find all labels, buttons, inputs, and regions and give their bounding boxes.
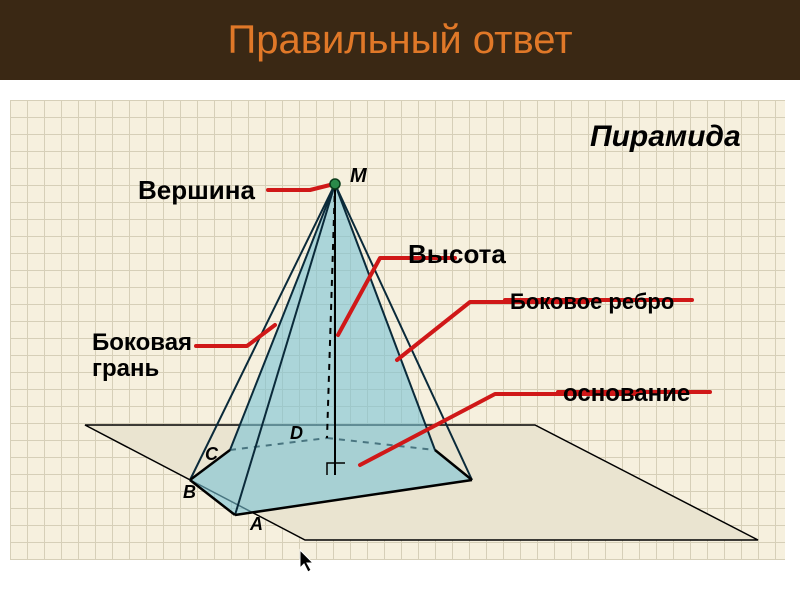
callout-label: Высота — [408, 240, 506, 269]
slide-title: Правильный ответ — [227, 18, 572, 63]
slide-header: Правильный ответ — [0, 0, 800, 80]
diagram-title: Пирамида — [590, 120, 741, 154]
diagram-area: ABCD Пирамида М ВершинаВысотаБоковое реб… — [0, 80, 800, 600]
callout-label: основание — [563, 381, 690, 407]
callout-label: Боковаягрань — [92, 330, 192, 383]
callout-label: Вершина — [138, 176, 255, 205]
apex-label: М — [350, 165, 367, 188]
callout-label: Боковое ребро — [510, 290, 674, 314]
